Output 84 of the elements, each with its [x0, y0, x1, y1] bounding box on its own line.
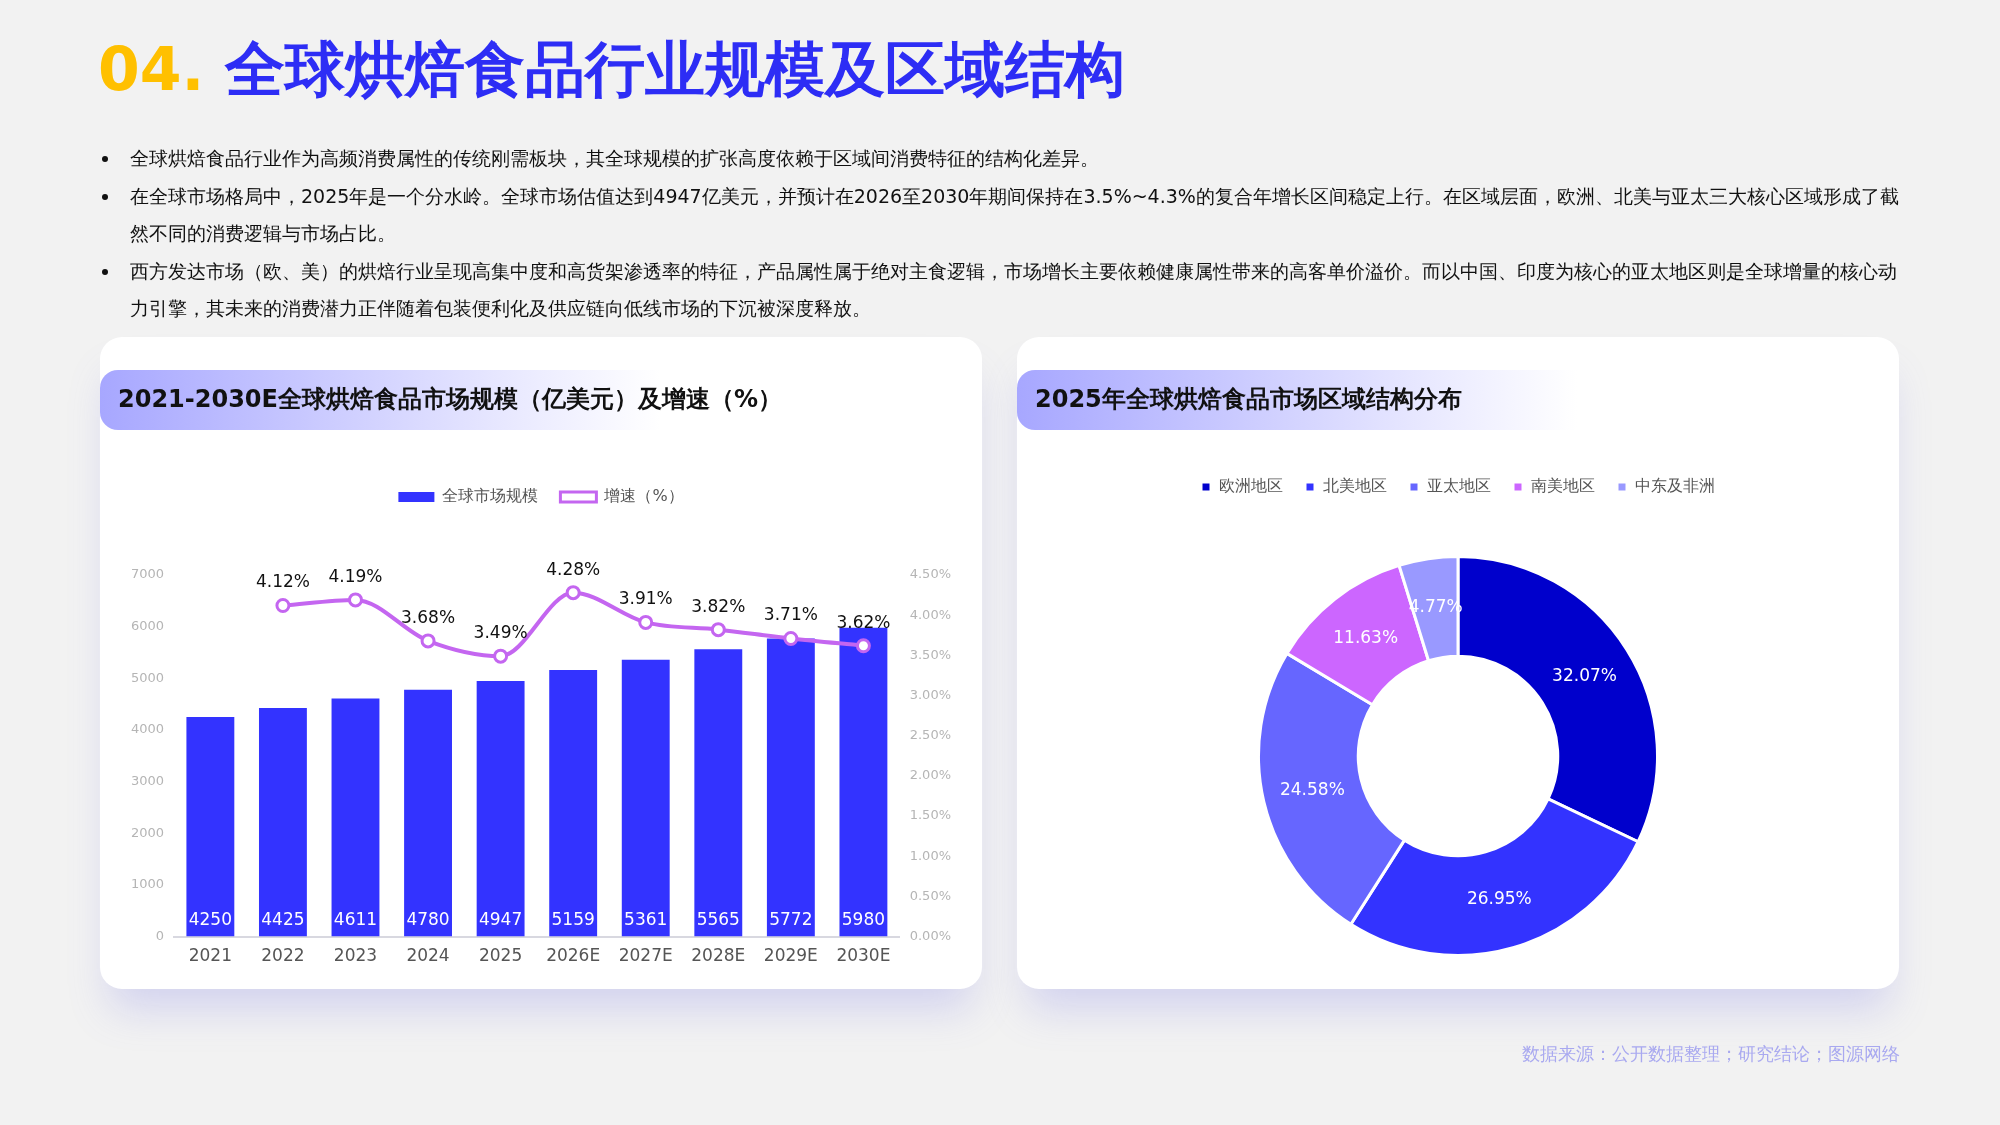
point	[710, 622, 726, 638]
chart-title: 2025年全球烘焙食品市场区域结构分布	[1035, 384, 1462, 415]
text: 全球烘焙食品行业作为高频消费属性的传统刚需板块，其全球规模的扩张高度依赖于区域间消费特征的结构化差异。	[130, 146, 1099, 171]
point	[347, 592, 363, 608]
bar	[549, 670, 598, 937]
x-tick-label: 2027E	[618, 945, 673, 966]
legend-label: 北美地区	[1323, 476, 1387, 496]
legend-label: 中东及非洲	[1635, 476, 1715, 496]
legend-label: 南美地区	[1531, 476, 1595, 496]
y-tick-label: 5000	[130, 669, 165, 685]
x-tick-label: 2029E	[763, 945, 818, 966]
y-tick-label: 3000	[130, 773, 165, 788]
legend-label: 欧洲地区	[1219, 476, 1283, 496]
bar	[621, 659, 670, 937]
y2-tick-label: 1.00%	[909, 847, 952, 863]
point	[638, 614, 654, 630]
data-label: 5980	[841, 908, 886, 929]
data-label: 26.95%	[1466, 888, 1532, 909]
bar	[766, 638, 815, 937]
source-note: 数据来源：公开数据整理；研究结论；图源网络	[1522, 1042, 1900, 1066]
data-label: 4947	[478, 908, 523, 929]
data-label: 4425	[261, 908, 305, 929]
data-label: 32.07%	[1552, 664, 1617, 685]
y2-tick-label: 0.00%	[909, 927, 952, 943]
x-tick-label: 2028E	[691, 945, 746, 966]
data-label: 3.49%	[473, 622, 528, 643]
y2-tick-label: 3.00%	[909, 686, 952, 702]
y2-tick-label: 1.50%	[909, 807, 952, 823]
bar	[331, 698, 380, 937]
bar	[476, 681, 525, 937]
chart-title: 2021-2030E全球烘焙食品市场规模（亿美元）及增速（%）	[118, 384, 782, 415]
point	[493, 648, 509, 664]
y-tick-label: 1000	[130, 876, 165, 892]
data-label: 3.82%	[691, 595, 746, 616]
data-label: 4250	[188, 908, 232, 929]
y-tick-label: 2000	[130, 824, 165, 840]
data-label: 4611	[333, 908, 378, 929]
y-tick-label: 7000	[130, 566, 165, 582]
y2-tick-label: 4.00%	[909, 606, 952, 622]
bar	[404, 689, 452, 937]
bar	[258, 708, 307, 937]
text: 西方发达市场（欧、美）的烘焙行业呈现高集中度和高货架渗透率的特征，产品属性属于绝对主食逻辑，市场增长主要依赖健康属性带来的高客单价溢价。而以中国、印度为核心的亚太地区则是全球增量的核心动力引擎，其未来的消费潜力正伴随着包装便利化及供应链向低线市场的下沉被深度释放。	[130, 258, 1898, 321]
y-tick-label: 6000	[130, 618, 165, 634]
point	[855, 638, 871, 654]
data-label: 5772	[769, 908, 813, 929]
bar	[694, 649, 743, 937]
data-label: 3.62%	[836, 611, 891, 632]
data-label: 5361	[624, 908, 668, 929]
text: 在全球市场格局中，2025年是一个分水岭。全球市场估值达到4947亿美元，并预计在2026至2030年期间保持在3.5%~4.3%的复合年增长区间稳定上行。在区域层面，欧洲、北美与亚太三大核心区域形成了截然不同的消费逻辑与市场占比。	[130, 183, 1900, 246]
x-tick-label: 2022	[261, 945, 305, 966]
data-label: 4.19%	[328, 565, 383, 586]
y2-tick-label: 2.50%	[909, 727, 952, 743]
x-tick-label: 2024	[406, 945, 450, 966]
y-tick-label: 0	[155, 927, 165, 943]
data-label: 4780	[406, 908, 450, 929]
data-label: 11.63%	[1333, 626, 1399, 647]
data-label: 5159	[551, 908, 595, 929]
y2-tick-label: 3.50%	[909, 646, 952, 662]
legend-label: 增速（%）	[603, 486, 684, 506]
bar	[839, 627, 888, 937]
legend-label: 亚太地区	[1427, 476, 1491, 496]
x-tick-label: 2030E	[836, 945, 891, 966]
y2-tick-label: 2.00%	[909, 767, 952, 783]
data-label: 24.58%	[1279, 778, 1345, 799]
data-label: 3.71%	[763, 604, 818, 625]
y-tick-label: 4000	[130, 721, 165, 737]
point	[275, 598, 291, 614]
data-label: 5565	[696, 908, 740, 929]
text: 04. 全球烘焙食品行业规模及区域结构	[98, 34, 1126, 104]
point	[783, 630, 799, 646]
data-label: 4.12%	[255, 571, 310, 592]
data-label: 3.91%	[618, 588, 673, 609]
data-label: 4.28%	[546, 558, 601, 579]
x-tick-label: 2023	[333, 945, 378, 966]
point	[420, 633, 436, 649]
x-tick-label: 2026E	[546, 945, 601, 966]
x-tick-label: 2021	[188, 945, 232, 966]
x-tick-label: 2025	[478, 945, 523, 966]
point	[565, 585, 581, 601]
bar	[186, 717, 235, 937]
data-label: 3.68%	[401, 606, 456, 627]
legend-label: 全球市场规模	[442, 486, 539, 506]
y2-tick-label: 4.50%	[909, 566, 952, 582]
y2-tick-label: 0.50%	[909, 887, 952, 903]
